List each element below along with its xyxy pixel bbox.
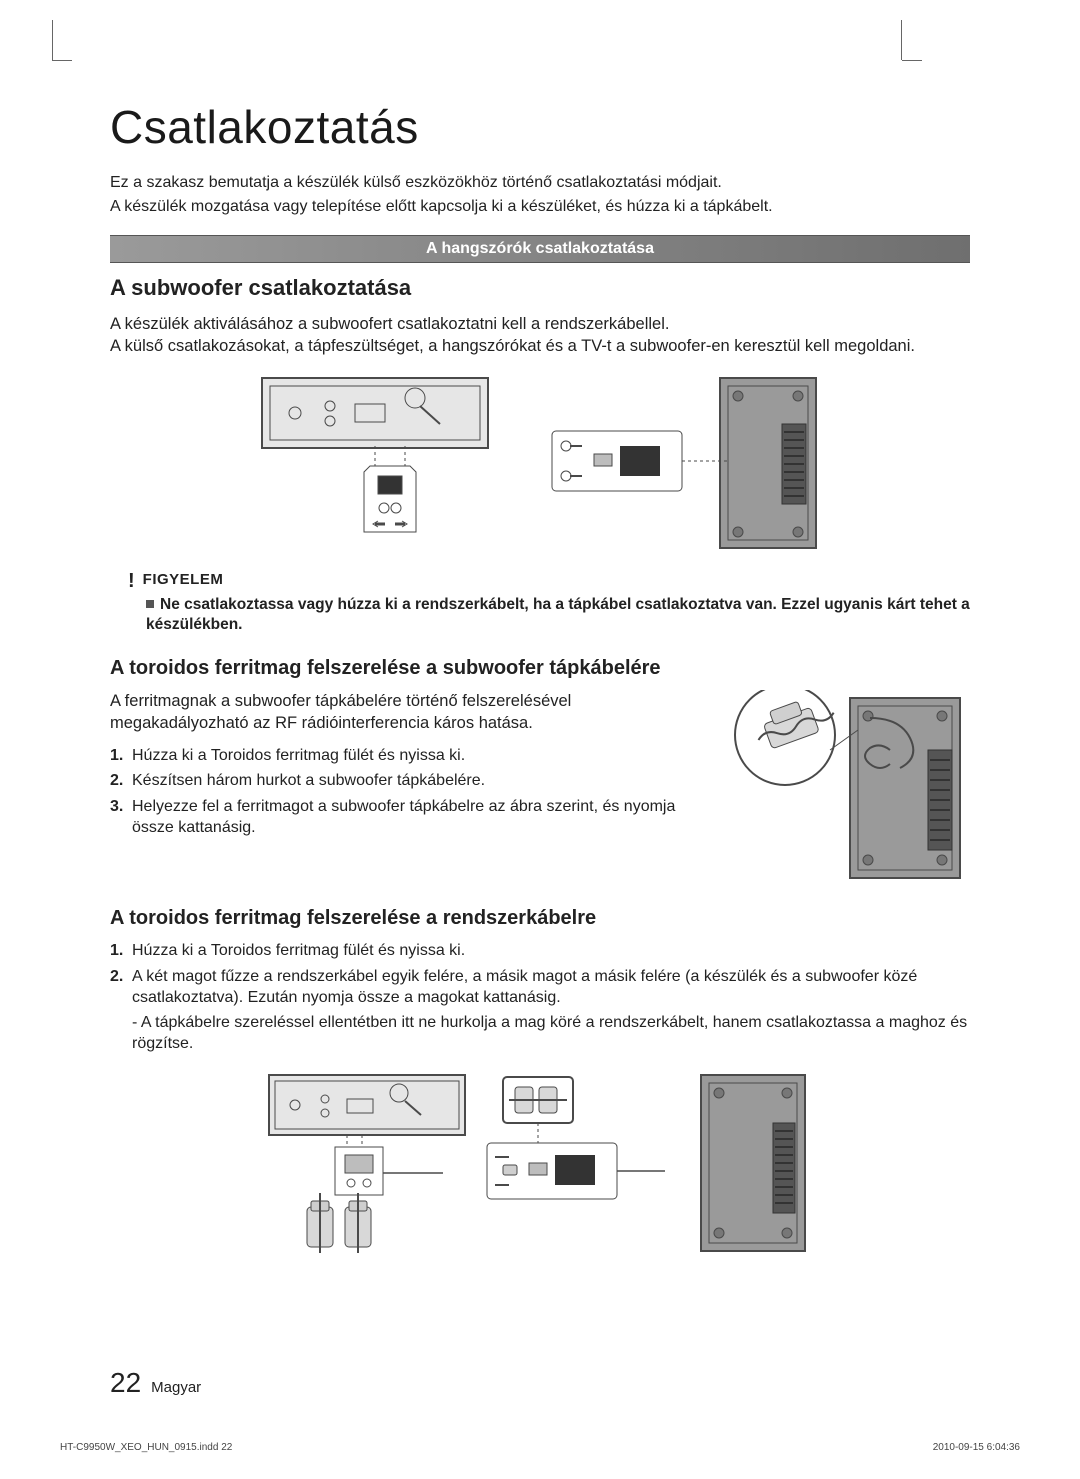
caution-label: FIGYELEM xyxy=(143,571,224,591)
page-number: 22 xyxy=(110,1367,141,1399)
list-item: Húzza ki a Toroidos ferritmag fülét és n… xyxy=(110,940,970,962)
doc-meta: HT-C9950W_XEO_HUN_0915.indd 22 2010-09-1… xyxy=(60,1442,1020,1453)
diagram-3 xyxy=(110,1073,970,1253)
exclamation-icon: ! xyxy=(128,571,135,591)
crop-marks xyxy=(0,20,1080,60)
caution-row: ! FIGYELEM xyxy=(128,571,970,591)
soundbar-ferrite-diagram xyxy=(267,1073,467,1253)
list-item: Készítsen három hurkot a subwoofer tápká… xyxy=(110,770,710,792)
subwoofer-back-diagram xyxy=(693,1073,813,1253)
caution-text: Ne csatlakoztassa vagy húzza ki a rendsz… xyxy=(146,595,970,635)
list-item: Helyezze fel a ferritmagot a subwoofer t… xyxy=(110,796,710,839)
soundbar-diagram xyxy=(260,376,490,551)
subwoofer-diagram xyxy=(550,376,820,551)
section3-list: Húzza ki a Toroidos ferritmag fülét és n… xyxy=(110,940,970,1055)
section2-body: A ferritmagnak a subwoofer tápkábelére t… xyxy=(110,690,710,735)
section3-heading: A toroidos ferritmag felszerelése a rend… xyxy=(110,907,970,930)
section2-list: Húzza ki a Toroidos ferritmag fülét és n… xyxy=(110,745,710,839)
section2-heading: A toroidos ferritmag felszerelése a subw… xyxy=(110,657,970,680)
page-footer: 22 Magyar xyxy=(110,1367,201,1399)
section1-heading: A subwoofer csatlakoztatása xyxy=(110,275,970,301)
section-bar: A hangszórók csatlakoztatása xyxy=(110,235,970,263)
list-item: Húzza ki a Toroidos ferritmag fülét és n… xyxy=(110,745,710,767)
page-title: Csatlakoztatás xyxy=(110,100,970,154)
callout-ferrite-diagram xyxy=(485,1073,675,1253)
diagram-1 xyxy=(110,376,970,551)
list-item: A két magot fűzze a rendszerkábel egyik … xyxy=(110,966,970,1055)
page-language: Magyar xyxy=(151,1379,201,1396)
doc-meta-date: 2010-09-15 6:04:36 xyxy=(933,1442,1020,1453)
section-bar-label: A hangszórók csatlakoztatása xyxy=(426,240,654,257)
section1-body-2: A külső csatlakozásokat, a tápfeszültség… xyxy=(110,335,970,357)
ferrite-subwoofer-diagram xyxy=(730,690,970,885)
section1-body-1: A készülék aktiválásához a subwoofert cs… xyxy=(110,313,970,335)
intro-line-1: Ez a szakasz bemutatja a készülék külső … xyxy=(110,172,970,194)
intro-line-2: A készülék mozgatása vagy telepítése elő… xyxy=(110,196,970,218)
doc-meta-file: HT-C9950W_XEO_HUN_0915.indd 22 xyxy=(60,1442,232,1453)
bullet-icon xyxy=(146,600,154,608)
